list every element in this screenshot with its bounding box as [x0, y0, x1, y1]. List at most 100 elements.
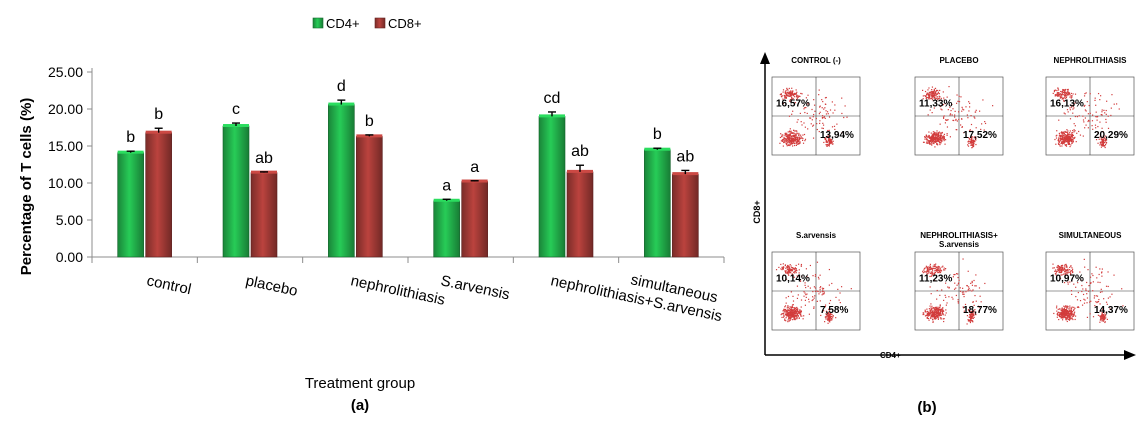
event-dot	[963, 295, 965, 298]
bar-cd4-0	[117, 152, 144, 258]
event-dot	[1057, 92, 1059, 94]
event-dot	[782, 145, 784, 147]
event-dot	[1084, 299, 1086, 301]
event-dot	[1065, 314, 1067, 316]
event-dot	[788, 131, 791, 133]
event-dot	[1074, 115, 1077, 118]
event-dot	[960, 124, 962, 126]
event-dot	[791, 145, 794, 147]
event-dot	[942, 307, 944, 309]
event-dot	[1100, 95, 1102, 97]
event-dot	[1102, 140, 1104, 143]
event-dot	[934, 146, 936, 148]
event-dot	[1068, 314, 1070, 316]
event-dot	[1060, 315, 1062, 317]
event-dot	[790, 316, 792, 319]
event-dot	[1100, 288, 1102, 290]
event-dot	[922, 313, 924, 316]
event-dot	[1064, 144, 1066, 146]
event-dot	[931, 314, 933, 316]
event-dot	[977, 305, 980, 307]
event-dot	[1075, 295, 1077, 298]
event-dot	[975, 136, 977, 138]
event-dot	[1055, 143, 1057, 145]
event-dot	[1067, 268, 1069, 270]
event-dot	[1057, 314, 1059, 316]
event-dot	[1067, 132, 1069, 134]
event-dot	[1063, 271, 1066, 273]
event-dot	[785, 136, 788, 138]
event-dot	[970, 310, 972, 313]
event-dot	[818, 106, 821, 108]
event-dot	[1069, 271, 1071, 273]
flow-plot-title: NEPHROLITHIASIS+	[920, 231, 998, 240]
event-dot	[780, 93, 782, 96]
event-dot	[804, 292, 806, 294]
event-dot	[1065, 306, 1067, 308]
event-dot	[789, 269, 791, 271]
event-dot	[966, 315, 969, 317]
event-dot	[969, 311, 971, 314]
event-dot	[1103, 317, 1105, 319]
significance-letter: b	[154, 106, 163, 123]
event-dot	[932, 268, 934, 270]
event-dot	[816, 300, 818, 302]
event-dot	[825, 318, 827, 320]
event-dot	[974, 308, 976, 311]
event-dot	[928, 266, 931, 269]
event-dot	[1102, 311, 1104, 314]
event-dot	[1067, 141, 1069, 143]
event-dot	[969, 142, 972, 144]
event-dot	[784, 97, 786, 99]
event-dot	[834, 109, 836, 111]
event-dot	[1072, 139, 1074, 141]
event-dot	[940, 133, 942, 135]
event-dot	[1100, 315, 1102, 317]
event-dot	[957, 301, 959, 303]
event-dot	[795, 142, 797, 145]
event-dot	[791, 309, 793, 312]
event-dot	[786, 94, 788, 97]
event-dot	[1100, 113, 1102, 116]
event-dot	[784, 305, 787, 307]
event-dot	[819, 105, 821, 107]
event-dot	[800, 263, 803, 266]
event-dot	[1067, 281, 1069, 283]
event-dot	[1105, 118, 1107, 121]
event-dot	[926, 136, 928, 138]
event-dot	[797, 308, 799, 310]
event-dot	[791, 132, 793, 134]
event-dot	[1061, 309, 1063, 311]
event-dot	[1097, 132, 1099, 134]
event-dot	[932, 270, 934, 272]
event-dot	[935, 310, 937, 312]
event-dot	[788, 92, 791, 94]
event-dot	[1097, 314, 1100, 316]
event-dot	[785, 266, 788, 268]
event-dot	[806, 275, 808, 278]
event-dot	[1102, 131, 1104, 133]
flow-plot-0: CONTROL (-)16,57%13,94%	[771, 56, 861, 156]
event-dot	[931, 315, 933, 317]
event-dot	[926, 310, 929, 313]
event-dot	[1058, 315, 1061, 317]
event-dot	[821, 115, 824, 117]
event-dot	[1061, 264, 1064, 266]
event-dot	[1070, 95, 1072, 97]
event-dot	[1087, 127, 1089, 129]
event-dot	[800, 312, 802, 314]
event-dot	[1102, 320, 1104, 322]
event-dot	[784, 96, 786, 98]
event-dot	[1064, 309, 1066, 311]
event-dot	[1060, 271, 1063, 274]
event-dot	[934, 308, 936, 310]
event-dot	[794, 136, 796, 139]
event-dot	[793, 135, 795, 137]
event-dot	[786, 315, 788, 317]
event-dot	[935, 93, 937, 95]
event-dot	[793, 313, 795, 315]
event-dot	[1059, 313, 1061, 315]
event-dot	[928, 136, 930, 138]
event-dot	[795, 89, 797, 91]
